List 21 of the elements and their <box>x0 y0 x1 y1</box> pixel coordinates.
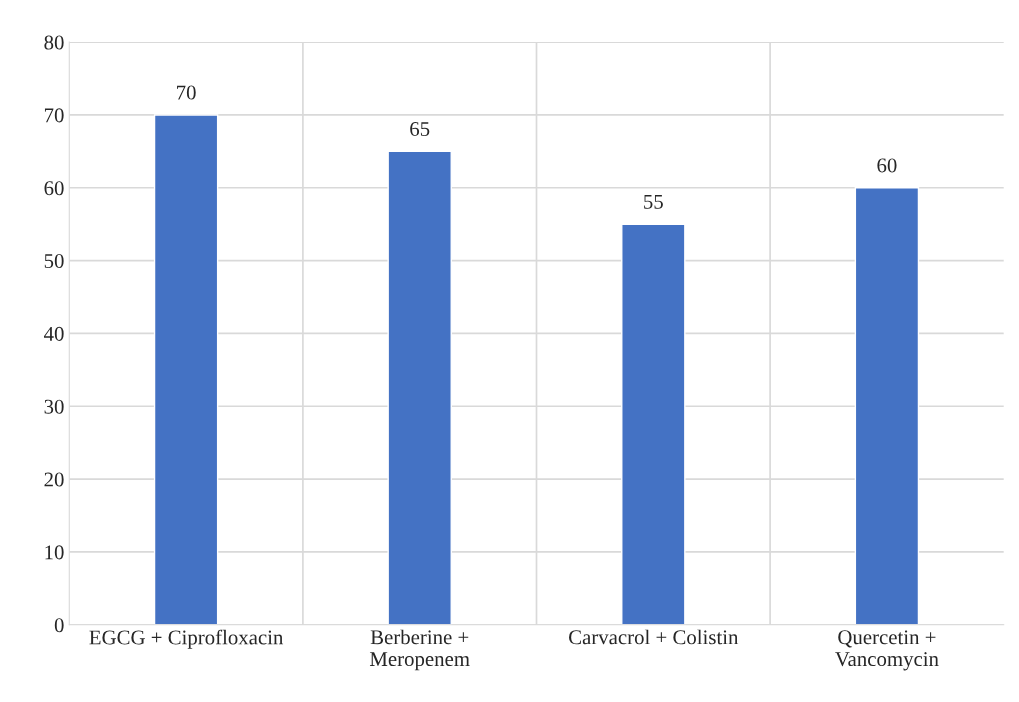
x-tick-label: Berberine + Meropenem <box>369 629 470 671</box>
y-tick-label: 60 <box>44 181 64 196</box>
y-tick-label: 20 <box>44 472 64 487</box>
data-label: 65 <box>410 122 430 137</box>
x-tick-label: Quercetin + Vancomycin <box>835 630 939 671</box>
bar <box>621 223 686 625</box>
y-tick-label: 80 <box>44 35 64 50</box>
data-label: 55 <box>644 195 663 209</box>
y-tick-label: 30 <box>44 399 64 414</box>
bar <box>387 150 452 625</box>
data-label: 60 <box>877 158 897 173</box>
y-tick-label: 10 <box>45 545 64 560</box>
bar <box>153 114 219 625</box>
x-tick-label: EGCG + Ciprofloxacin <box>89 629 284 649</box>
y-tick-label: 70 <box>44 108 64 123</box>
y-tick-label: 50 <box>44 253 64 269</box>
bar <box>854 187 920 625</box>
y-tick-label: 0 <box>54 618 64 633</box>
x-tick-label: Carvacrol + Colistin <box>569 629 739 645</box>
data-label: 70 <box>177 85 196 100</box>
y-tick-label: 40 <box>44 326 64 341</box>
